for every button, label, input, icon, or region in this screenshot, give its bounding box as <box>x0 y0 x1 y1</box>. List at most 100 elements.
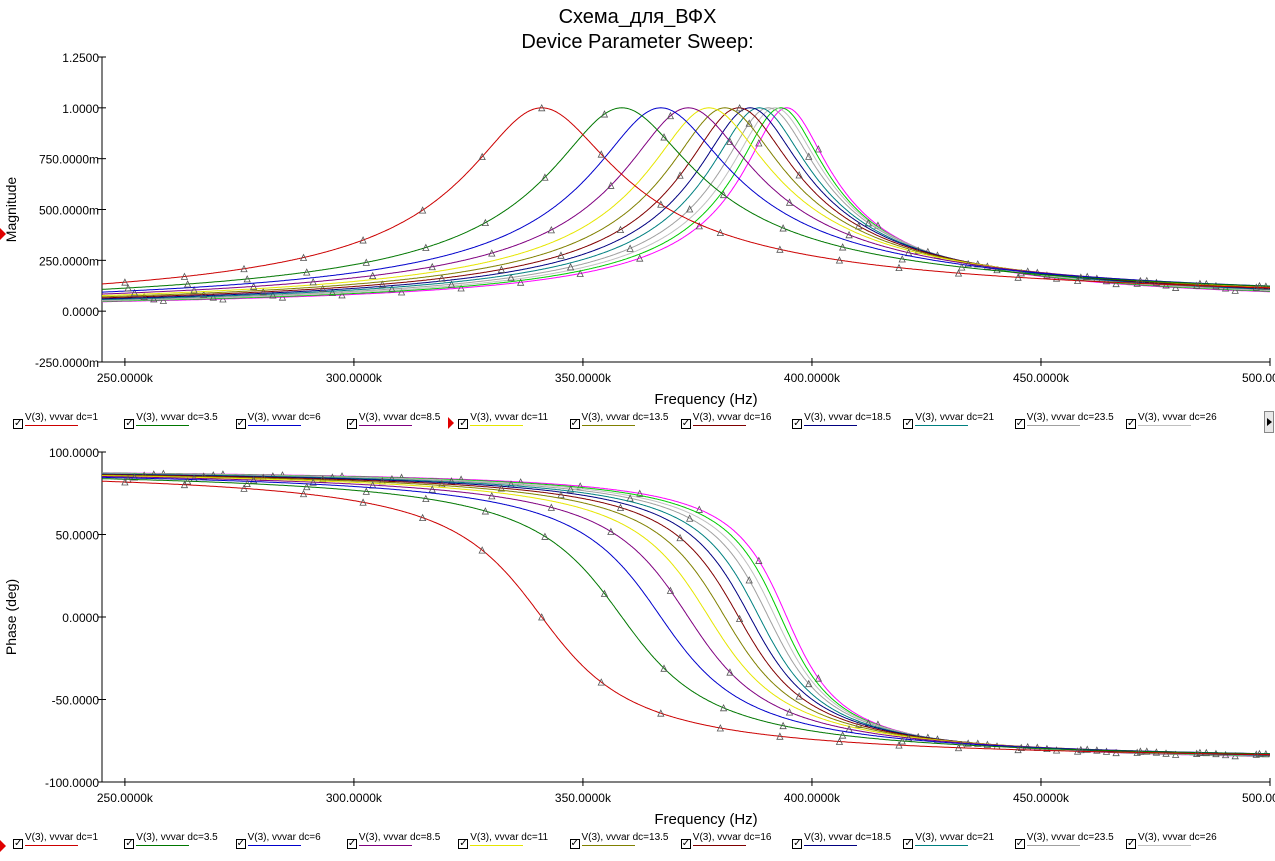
data-point-marker <box>507 273 515 281</box>
legend-scroll-right-button-top[interactable] <box>1264 411 1274 433</box>
series-line-8 <box>102 107 1270 300</box>
data-point-marker <box>309 277 317 286</box>
checkbox[interactable]: ✓ <box>458 838 469 849</box>
x-tick-label: 450.0000k <box>1013 791 1070 805</box>
legend-label: V(3), vvvar dc=8.5 <box>358 832 441 843</box>
checkbox[interactable]: ✓ <box>1126 838 1136 849</box>
cursor-marker-bottom[interactable] <box>0 840 6 852</box>
checkbox[interactable]: ✓ <box>235 838 246 849</box>
checkbox[interactable]: ✓ <box>13 838 23 849</box>
checkbox[interactable]: ✓ <box>346 838 357 849</box>
chevron-right-icon <box>1267 418 1272 426</box>
series-group <box>102 469 1270 760</box>
data-point-marker <box>616 225 625 233</box>
data-point-marker <box>124 284 132 292</box>
legend-label: V(3), vvvar dc=18.5 <box>804 832 892 843</box>
chart-title: Схема_для_ВФХ <box>558 6 717 28</box>
x-tick-label: 250.0000k <box>97 371 154 385</box>
x-tick-label: 400.0000k <box>784 371 841 385</box>
data-point-marker <box>835 737 844 745</box>
y-tick-label: 250.0000m <box>39 254 99 268</box>
checkbox[interactable]: ✓ <box>1014 418 1025 429</box>
data-point-marker <box>159 296 168 304</box>
data-point-marker <box>541 532 549 540</box>
series-line-1 <box>102 480 1270 756</box>
data-point-marker <box>607 181 615 189</box>
checkbox[interactable]: ✓ <box>903 838 914 849</box>
checkbox[interactable]: ✓ <box>569 418 580 429</box>
series-line-4 <box>102 107 1270 295</box>
data-point-marker <box>249 282 258 290</box>
legend-swatch <box>470 425 524 426</box>
legend-swatch <box>1138 425 1191 426</box>
legend-label: V(3), vvvar dc=16 <box>692 412 772 423</box>
checkbox[interactable]: ✓ <box>235 418 246 429</box>
data-point-marker <box>422 243 430 251</box>
x-tick-label: 500.0000k <box>1242 791 1275 805</box>
data-point-marker <box>428 262 436 271</box>
legend-label: V(3), vvvar dc=1 <box>25 412 99 423</box>
legend-swatch <box>915 845 969 846</box>
series-line-13 <box>102 472 1270 757</box>
data-point-marker <box>359 236 367 244</box>
series-line-6 <box>102 107 1270 298</box>
legend-swatch <box>581 845 635 846</box>
legend-swatch <box>804 845 858 846</box>
cursor-marker-top[interactable] <box>0 228 6 240</box>
legend-label: V(3), vvvar dc=23.5 <box>1026 412 1114 423</box>
data-point-marker <box>1255 749 1264 758</box>
checkbox[interactable]: ✓ <box>1014 838 1025 849</box>
data-point-marker <box>557 251 565 259</box>
data-point-marker <box>121 478 129 486</box>
data-point-marker <box>597 678 605 686</box>
checkbox[interactable]: ✓ <box>792 418 803 429</box>
checkbox[interactable]: ✓ <box>569 838 580 849</box>
data-point-marker <box>657 200 665 208</box>
checkbox[interactable]: ✓ <box>903 418 914 429</box>
checkbox[interactable]: ✓ <box>792 838 803 849</box>
legend-label: V(3), vvvar dc=6 <box>247 412 321 423</box>
legend-swatch <box>25 845 78 846</box>
data-point-marker <box>600 110 609 118</box>
data-point-marker <box>855 720 863 729</box>
data-point-marker <box>240 484 248 492</box>
series-line-12 <box>102 107 1270 302</box>
data-point-marker <box>438 274 446 282</box>
y-tick-label: 1.0000 <box>62 102 99 116</box>
checkbox[interactable]: ✓ <box>124 838 135 849</box>
data-point-marker <box>805 679 813 688</box>
data-point-marker <box>249 476 258 484</box>
data-point-marker <box>538 103 546 112</box>
checkbox[interactable]: ✓ <box>13 418 23 429</box>
checkbox[interactable]: ✓ <box>680 838 691 849</box>
y-tick-label: -250.0000m <box>35 356 99 370</box>
legend-swatch <box>692 845 746 846</box>
data-point-marker <box>538 613 546 621</box>
data-point-marker <box>184 477 192 485</box>
data-point-marker <box>438 479 446 488</box>
legend-label: V(3), vvvar dc=16 <box>692 832 772 843</box>
data-point-marker <box>755 139 763 147</box>
checkbox[interactable]: ✓ <box>458 418 469 429</box>
series-line-6 <box>102 474 1270 755</box>
data-point-marker <box>259 288 267 296</box>
data-point-marker <box>686 205 694 213</box>
data-point-marker <box>657 709 665 717</box>
x-tick-label: 250.0000k <box>97 791 154 805</box>
data-point-marker <box>309 478 317 486</box>
legend-label: V(3), vvvar dc=3.5 <box>136 832 218 843</box>
x-axis-label: Frequency (Hz) <box>654 391 757 408</box>
y-tick-label: -100.0000 <box>45 776 99 790</box>
data-point-marker <box>121 278 129 286</box>
checkbox[interactable]: ✓ <box>680 418 691 429</box>
y-tick-label: 100.0000 <box>49 446 99 460</box>
data-point-marker <box>219 295 227 303</box>
checkbox[interactable]: ✓ <box>1126 418 1136 429</box>
checkbox[interactable]: ✓ <box>124 418 135 429</box>
data-point-marker <box>481 218 490 227</box>
data-point-marker <box>785 708 794 716</box>
checkbox[interactable]: ✓ <box>346 418 357 429</box>
data-point-marker <box>319 475 327 483</box>
y-tick-label: 750.0000m <box>39 153 99 167</box>
